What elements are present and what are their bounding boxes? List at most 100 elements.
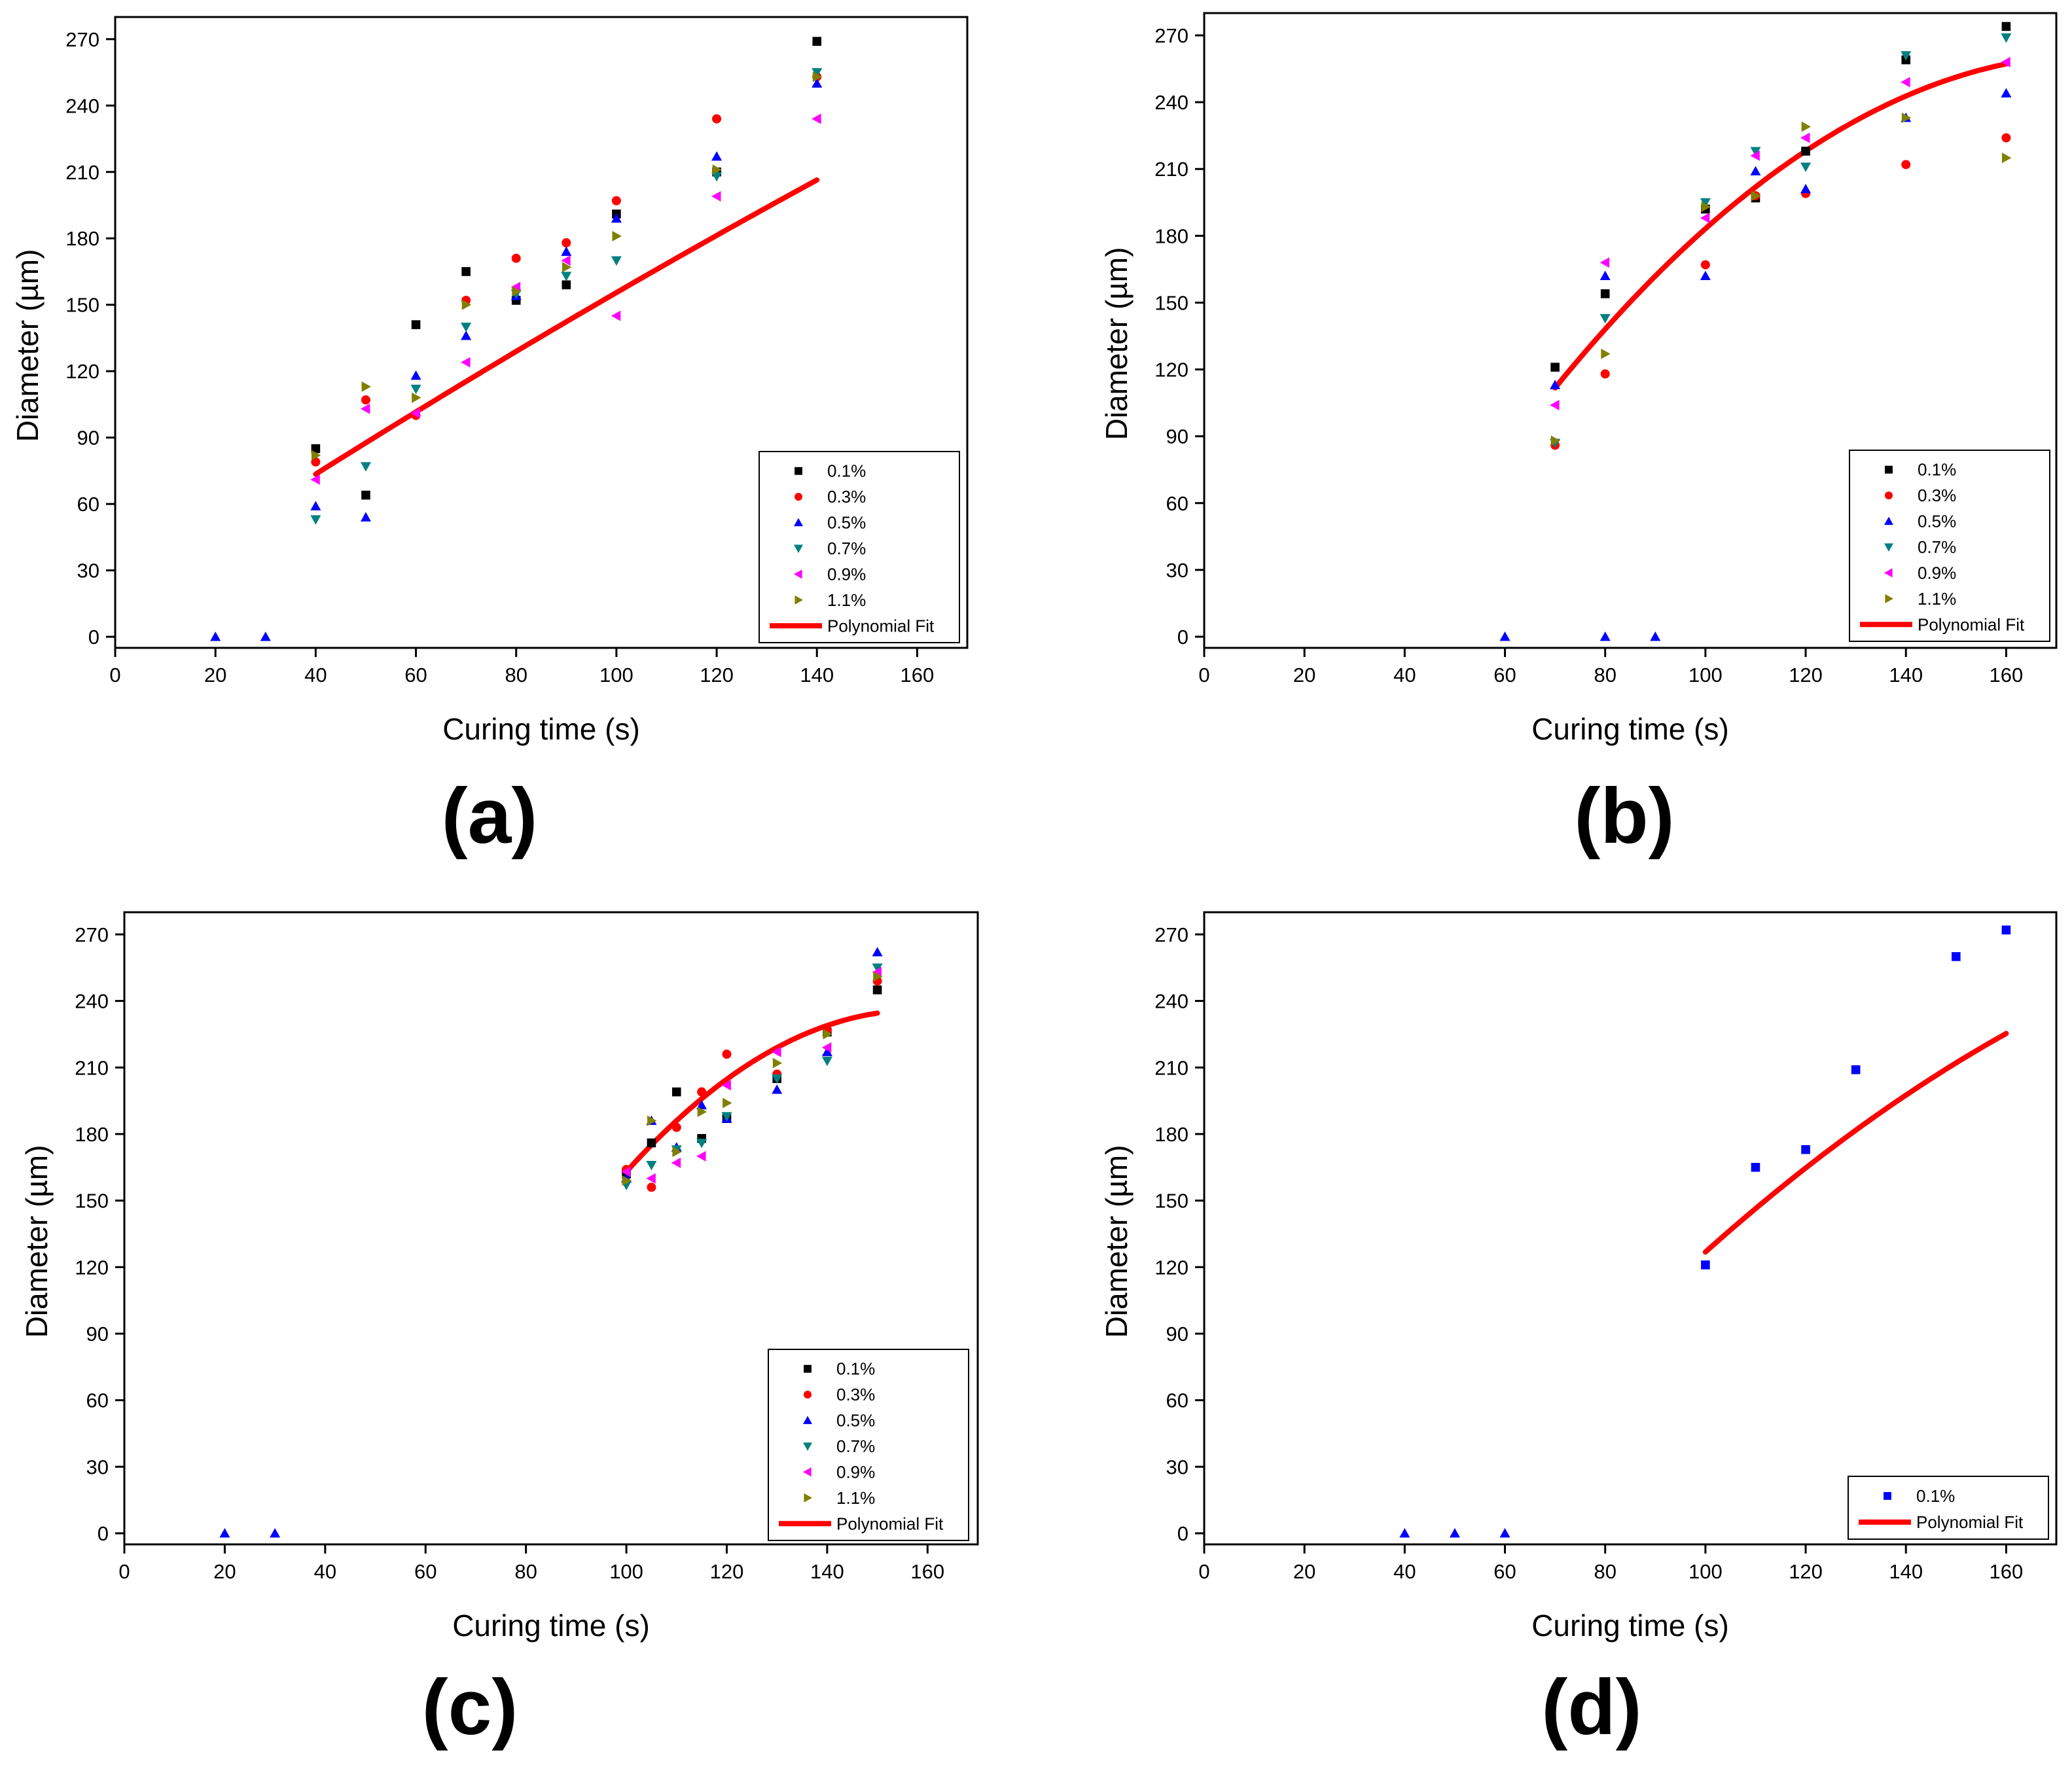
y-tick-label: 240 xyxy=(1154,91,1188,114)
y-tick-label: 30 xyxy=(77,560,99,582)
data-point xyxy=(511,253,521,263)
data-point xyxy=(812,78,823,88)
data-point xyxy=(772,1046,781,1058)
data-point xyxy=(2001,88,2012,98)
data-point xyxy=(612,230,622,241)
legend-marker xyxy=(1885,465,1893,474)
x-tick-label: 120 xyxy=(710,1560,744,1583)
data-point xyxy=(1952,951,1961,961)
x-tick-label: 40 xyxy=(1393,1560,1416,1583)
legend-fit-label: Polynomial Fit xyxy=(827,616,935,635)
x-tick-label: 0 xyxy=(109,664,120,686)
data-point xyxy=(646,1173,656,1184)
data-point xyxy=(310,474,320,485)
y-tick-label: 240 xyxy=(1154,990,1188,1013)
y-tick-label: 90 xyxy=(1166,425,1188,448)
data-point xyxy=(1901,160,1911,169)
data-point xyxy=(561,272,572,281)
data-point xyxy=(1801,147,1810,156)
x-tick-label: 80 xyxy=(1594,664,1616,686)
x-axis-title: Curing time (s) xyxy=(1531,712,1729,746)
data-point xyxy=(611,310,621,321)
y-tick-label: 180 xyxy=(65,227,99,250)
x-tick-label: 120 xyxy=(700,664,734,686)
legend-marker xyxy=(803,1442,812,1451)
data-point xyxy=(723,1097,732,1109)
data-point xyxy=(1599,257,1610,268)
y-tick-label: 60 xyxy=(77,493,99,516)
data-point xyxy=(1851,1065,1861,1075)
data-point xyxy=(1700,270,1711,281)
data-point xyxy=(1751,1162,1760,1172)
data-point xyxy=(647,1115,657,1126)
x-tick-label: 0 xyxy=(1198,1560,1209,1583)
data-point xyxy=(823,1029,832,1040)
y-tick-label: 90 xyxy=(86,1323,109,1345)
x-tick-label: 100 xyxy=(599,664,634,686)
legend-label: 0.7% xyxy=(836,1436,875,1456)
data-point xyxy=(270,1528,281,1538)
legend-marker xyxy=(794,518,803,527)
y-tick-label: 210 xyxy=(65,161,99,184)
panel-label-c: (c) xyxy=(422,1663,518,1751)
data-point xyxy=(1750,166,1761,176)
data-point xyxy=(1599,270,1611,281)
y-tick-label: 90 xyxy=(77,427,99,450)
data-point xyxy=(721,1080,731,1091)
x-tick-label: 160 xyxy=(910,1560,944,1583)
panel-label-b: (b) xyxy=(1574,772,1674,860)
legend-box xyxy=(759,451,960,643)
x-tick-label: 140 xyxy=(800,664,834,686)
x-tick-label: 140 xyxy=(1889,1560,1923,1583)
data-point xyxy=(772,1058,783,1069)
data-point xyxy=(1599,313,1611,324)
data-point xyxy=(873,971,883,982)
plot-frame xyxy=(1203,911,2058,1546)
plot-frame xyxy=(114,16,969,649)
data-point xyxy=(671,1087,681,1097)
y-tick-label: 180 xyxy=(75,1123,109,1146)
legend-fit-label: Polynomial Fit xyxy=(836,1514,944,1533)
data-point xyxy=(621,1166,631,1177)
data-point xyxy=(461,330,472,340)
panel-b: 0 20 40 60 80 100 120 140 160 0 30 60 90 120 150 180 210… xyxy=(1099,12,2058,860)
plot-b: 0 20 40 60 80 100 120 140 160 0 30 60 90 120 150 180 210… xyxy=(1099,12,2058,746)
legend-label: 0.9% xyxy=(827,564,866,584)
data-point xyxy=(1550,400,1560,411)
x-tick-label: 20 xyxy=(1293,664,1315,686)
data-point xyxy=(310,515,321,525)
legend-label: 0.3% xyxy=(1918,486,1956,505)
data-point xyxy=(711,190,721,202)
x-tick-label: 60 xyxy=(1493,664,1516,686)
legend-marker xyxy=(804,1364,812,1373)
legend-label: 0.3% xyxy=(836,1385,875,1404)
data-point xyxy=(622,1175,632,1186)
y-tick-label: 270 xyxy=(1154,923,1188,946)
legend-label: 1.1% xyxy=(836,1488,875,1508)
data-point xyxy=(711,151,723,161)
y-tick-label: 0 xyxy=(88,626,99,649)
x-axis-title: Curing time (s) xyxy=(442,712,640,746)
data-point xyxy=(812,113,821,124)
data-point xyxy=(1600,369,1610,379)
data-point xyxy=(562,238,571,248)
legend-marker xyxy=(795,493,802,501)
y-tick-label: 120 xyxy=(1154,359,1188,382)
data-point xyxy=(561,246,572,256)
y-tick-label: 210 xyxy=(1154,1056,1188,1079)
data-point xyxy=(1700,198,1711,208)
legend-fit-label: Polynomial Fit xyxy=(1918,614,2025,634)
data-point xyxy=(260,631,271,641)
x-tick-label: 140 xyxy=(810,1560,844,1583)
y-tick-label: 150 xyxy=(75,1190,109,1213)
data-point xyxy=(1601,348,1611,359)
data-point xyxy=(1800,162,1812,172)
data-point xyxy=(711,172,723,182)
y-tick-label: 240 xyxy=(65,94,99,117)
data-point xyxy=(361,395,370,405)
data-point xyxy=(410,408,420,419)
x-tick-label: 160 xyxy=(1990,1560,2024,1583)
x-tick-label: 0 xyxy=(118,1560,130,1583)
panel-a: 0 20 40 60 80 100 120 140 160 0 30 60 90 120 150 180 210… xyxy=(10,16,969,860)
y-tick-label: 120 xyxy=(75,1256,109,1279)
